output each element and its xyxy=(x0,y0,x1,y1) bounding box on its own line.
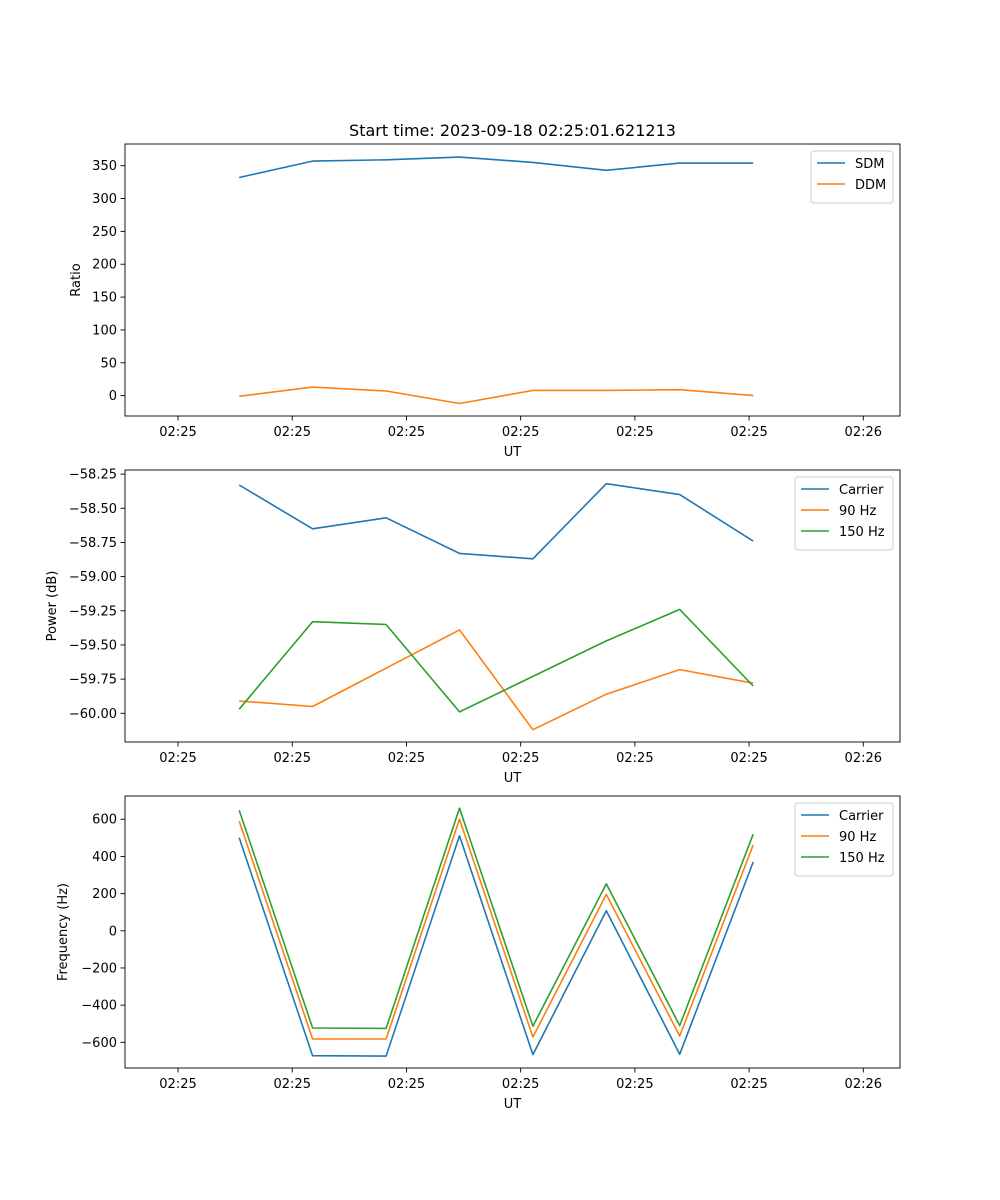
x-axis-label: UT xyxy=(504,445,522,460)
x-tick-label: 02:25 xyxy=(502,1077,539,1092)
x-axis-label: UT xyxy=(504,771,522,786)
y-tick-label: −200 xyxy=(81,961,117,976)
y-tick-label: −59.00 xyxy=(69,570,117,585)
y-tick-label: −58.25 xyxy=(69,468,117,483)
y-axis-label: Power (dB) xyxy=(45,571,60,642)
y-tick-label: 300 xyxy=(92,192,117,207)
subplot-2: 02:25 02:25 02:25 02:25 02:25 02:25 02:26 −60.0… xyxy=(45,468,901,786)
series-line-150-hz xyxy=(238,807,754,1030)
x-tick-label: 02:25 xyxy=(502,751,539,766)
legend-label: 90 Hz xyxy=(839,830,876,845)
x-tick-label: 02:25 xyxy=(274,751,311,766)
x-tick-label: 02:25 xyxy=(730,1077,767,1092)
legend-label: Carrier xyxy=(839,483,884,498)
series-line-150-hz xyxy=(238,608,754,713)
x-tick-label: 02:25 xyxy=(616,1077,653,1092)
legend: Carrier 90 Hz 150 Hz xyxy=(794,802,894,877)
subplot-1: 02:25 02:25 02:25 02:25 02:25 02:25 02:26 0 50 10… xyxy=(69,121,901,460)
y-tick-label: 350 xyxy=(92,159,117,174)
y-tick-label: 100 xyxy=(92,323,117,338)
y-tick-label: 0 xyxy=(109,924,117,939)
series-line-carrier xyxy=(238,482,754,560)
series-line-90-hz xyxy=(238,818,754,1040)
y-tick-label: −60.00 xyxy=(69,707,117,722)
legend-label: 150 Hz xyxy=(839,851,885,866)
y-tick-label: −600 xyxy=(81,1036,117,1051)
charts: 02:25 02:25 02:25 02:25 02:25 02:25 02:26 0 50 10… xyxy=(45,121,901,1112)
x-tick-label: 02:25 xyxy=(159,751,196,766)
x-tick-label: 02:26 xyxy=(845,1077,882,1092)
chart-title: Start time: 2023-09-18 02:25:01.621213 xyxy=(349,121,676,140)
y-tick-label: −59.50 xyxy=(69,638,117,653)
x-tick-label: 02:25 xyxy=(274,425,311,440)
axes-frame xyxy=(124,143,901,417)
x-tick-label: 02:26 xyxy=(845,425,882,440)
y-tick-label: 200 xyxy=(92,258,117,273)
series-line-ddm xyxy=(239,386,754,405)
y-tick-label: 50 xyxy=(100,356,117,371)
y-tick-label: −400 xyxy=(81,999,117,1014)
x-tick-label: 02:26 xyxy=(845,751,882,766)
y-axis-label: Ratio xyxy=(69,263,84,296)
subplot-3: 02:25 02:25 02:25 02:25 02:25 02:25 02:26 −600 −… xyxy=(56,795,901,1112)
y-axis-label: Frequency (Hz) xyxy=(56,883,71,981)
legend-label: 90 Hz xyxy=(839,504,876,519)
series-line-carrier xyxy=(238,834,754,1057)
y-tick-label: −58.75 xyxy=(69,536,117,551)
x-tick-label: 02:25 xyxy=(388,1077,425,1092)
legend: Carrier 90 Hz 150 Hz xyxy=(794,476,894,551)
x-axis-label: UT xyxy=(504,1097,522,1112)
x-tick-label: 02:25 xyxy=(730,425,767,440)
legend: SDM DDM xyxy=(810,150,894,204)
series-line-sdm xyxy=(239,156,754,179)
y-tick-label: 200 xyxy=(92,887,117,902)
x-tick-label: 02:25 xyxy=(388,751,425,766)
y-tick-label: −58.50 xyxy=(69,502,117,517)
series-line-90-hz xyxy=(239,629,754,731)
y-tick-label: −59.75 xyxy=(69,673,117,688)
y-tick-label: −59.25 xyxy=(69,604,117,619)
x-tick-label: 02:25 xyxy=(274,1077,311,1092)
x-tick-label: 02:25 xyxy=(730,751,767,766)
axes-frame xyxy=(124,469,901,743)
axes-frame xyxy=(124,795,901,1069)
y-tick-label: 0 xyxy=(109,389,117,404)
x-tick-label: 02:25 xyxy=(616,425,653,440)
x-tick-label: 02:25 xyxy=(502,425,539,440)
y-tick-label: 250 xyxy=(92,225,117,240)
legend-box xyxy=(810,150,894,204)
y-tick-label: 400 xyxy=(92,850,117,865)
y-tick-label: 150 xyxy=(92,291,117,306)
x-tick-label: 02:25 xyxy=(159,425,196,440)
x-tick-label: 02:25 xyxy=(388,425,425,440)
legend-label: DDM xyxy=(855,178,886,193)
legend-label: SDM xyxy=(855,157,884,172)
legend-label: Carrier xyxy=(839,809,884,824)
y-tick-label: 600 xyxy=(92,813,117,828)
legend-label: 150 Hz xyxy=(839,525,885,540)
x-tick-label: 02:25 xyxy=(159,1077,196,1092)
x-tick-label: 02:25 xyxy=(616,751,653,766)
